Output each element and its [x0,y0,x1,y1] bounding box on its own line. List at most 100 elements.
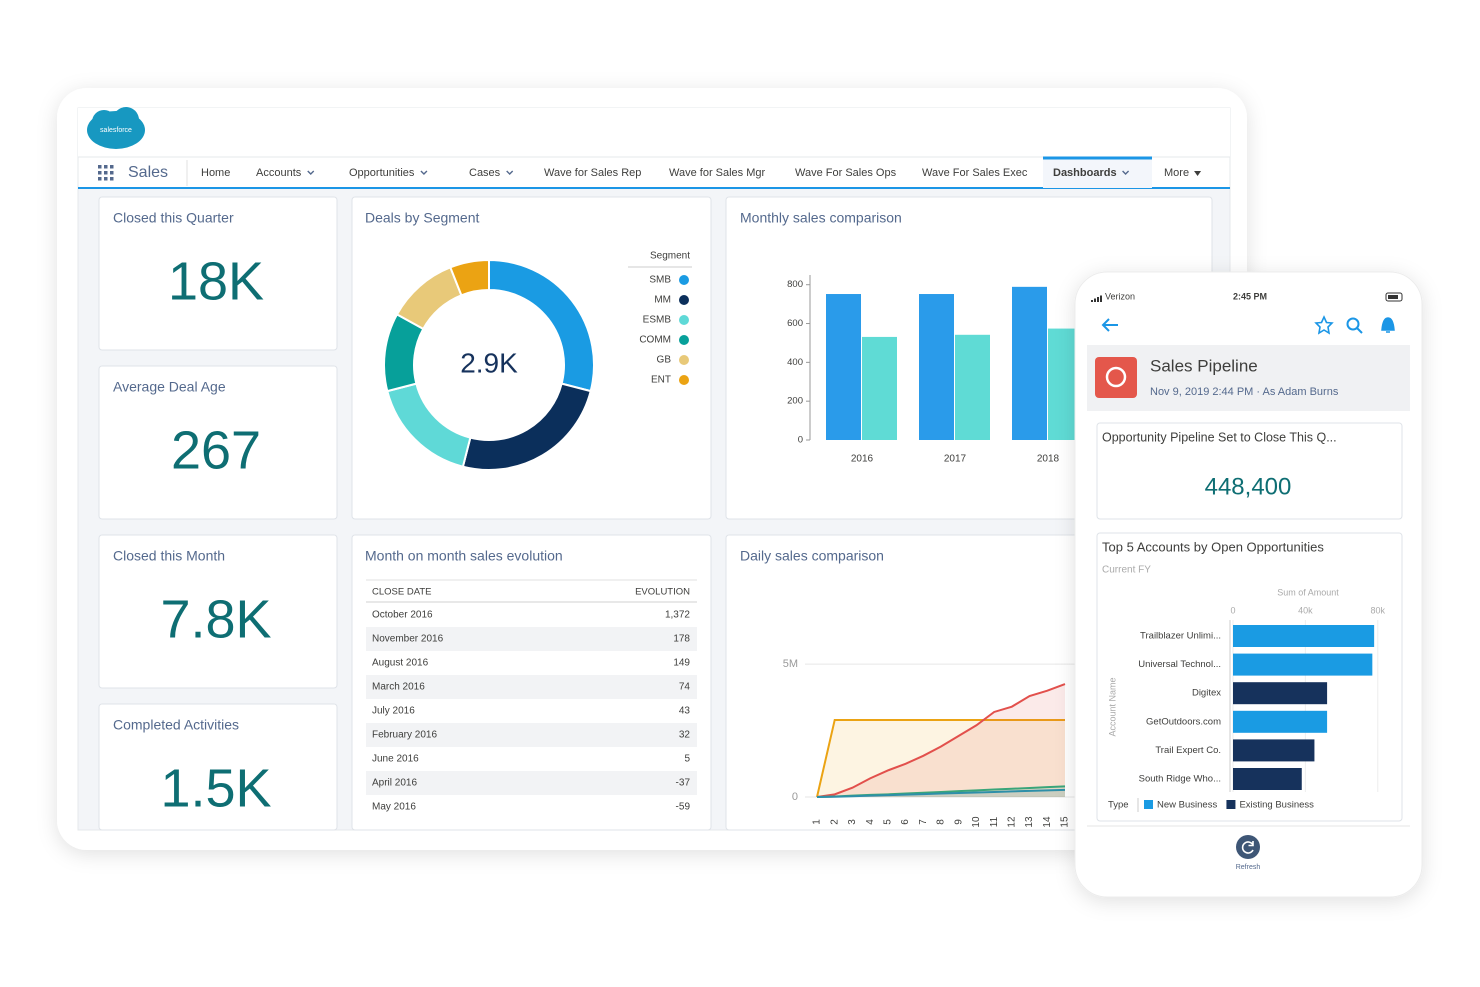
table-cell: 43 [679,706,691,717]
x-tick-label: 15 [1060,816,1071,828]
legend-title: Segment [650,251,690,262]
app-launcher-dot [98,177,102,181]
nav-tab[interactable]: Accounts [256,167,302,179]
kpi-value: 18K [168,251,264,311]
x-tick-label: 13 [1024,816,1035,828]
bar [1012,286,1047,440]
y-tick-label: 200 [787,396,803,407]
card [1096,422,1403,520]
table-cell: 149 [673,658,690,669]
nav-tab[interactable]: Cases [469,167,501,179]
table-cell: July 2016 [372,706,415,717]
x-tick-label: 2016 [851,454,874,465]
legend-label: New Business [1157,800,1217,811]
table-cell: 178 [673,634,690,645]
nav-tab[interactable]: Home [201,167,230,179]
kpi-title: Closed this Month [113,548,225,564]
legend-label: MM [654,295,671,306]
chart-title: Deals by Segment [365,210,480,226]
legend-swatch [1226,800,1236,809]
record-header [1087,345,1410,411]
app-launcher-dot [104,165,108,169]
chart-title: Daily sales comparison [740,548,884,564]
kpi-value: 7.8K [160,589,271,649]
search-button[interactable] [1346,317,1360,331]
y-tick-label: 400 [787,357,803,368]
table-cell: November 2016 [372,634,444,645]
nav-tab[interactable]: Wave for Sales Rep [544,167,641,179]
table-cell: 1,372 [665,610,690,621]
refresh-button[interactable] [1236,835,1260,859]
row-stripe [366,723,697,747]
card [1096,532,1403,822]
x-tick-label: 40k [1298,605,1313,615]
favorite-button[interactable] [1314,315,1334,335]
y-tick-label: 0 [798,435,803,446]
line [816,718,1065,798]
record-subtitle: Nov 9, 2019 2:44 PM · As Adam Burns [1150,386,1339,398]
table-cell: October 2016 [372,610,433,621]
menu-chevron [1122,170,1130,175]
column-header: EVOLUTION [635,587,690,598]
app-launcher-dot [104,171,108,175]
signal-bar [1091,300,1093,302]
card [98,703,338,831]
battery-level [1388,295,1398,299]
back-button[interactable] [1101,318,1118,332]
y-tick-label: GetOutdoors.com [1146,716,1221,727]
y-tick-label: 5M [783,658,798,670]
x-tick-label: 0 [1230,605,1235,615]
table-title: Month on month sales evolution [365,548,563,564]
legend-label: GB [657,355,672,366]
donut-segment [449,258,490,297]
legend-swatch [679,295,689,305]
nav-tab[interactable]: Wave for Sales Mgr [669,167,766,179]
app-launcher-dot [104,177,108,181]
chart-title: Top 5 Accounts by Open Opportunities [1102,539,1324,554]
nav-tab[interactable]: Opportunities [349,167,415,179]
card-title: Opportunity Pipeline Set to Close This Q… [1102,430,1337,444]
table-cell: April 2016 [372,778,417,789]
refresh-glyph [1241,841,1254,854]
nav-tab[interactable]: More [1164,167,1189,179]
bar [955,334,990,440]
menu-chevron [420,170,428,175]
app-launcher-dot [110,177,114,181]
battery [1385,292,1403,302]
legend-swatch [1144,800,1153,809]
row-stripe [366,627,697,651]
row-stripe [366,675,697,699]
nav-tab[interactable]: Wave For Sales Exec [922,167,1028,179]
legend-swatch [679,275,689,285]
table-cell: May 2016 [372,802,416,813]
x-tick-label: 10 [971,816,982,828]
nav-tab[interactable]: Wave For Sales Ops [795,167,897,179]
table-cell: February 2016 [372,730,437,741]
area [817,719,1065,797]
x-tick-label: 6 [900,819,911,825]
x-tick-label: 7 [918,819,929,825]
signal-bar [1100,295,1102,302]
bar [826,294,861,440]
notifications-button[interactable] [1381,317,1395,333]
signal-bar [1094,298,1096,302]
x-tick-label: 12 [1006,816,1017,828]
table-cell: 5 [684,754,690,765]
header-bar [78,108,1230,157]
nav-bar [77,156,1231,189]
y-tick-label: South Ridge Who... [1139,774,1221,785]
nav-tab[interactable]: Dashboards [1053,167,1117,179]
bar [1233,653,1373,676]
app-launcher-dot [110,171,114,175]
area [817,789,1065,797]
legend-title: Type [1108,800,1129,811]
y-axis-label: Account Name [1107,677,1117,736]
bar [1233,625,1375,647]
app-launcher-dot [98,165,102,169]
app-name: Sales [128,164,168,181]
table-cell: -37 [676,778,691,789]
logo-cloud [113,107,139,133]
logo: salesforce [100,127,132,134]
legend-label: ENT [651,375,671,386]
